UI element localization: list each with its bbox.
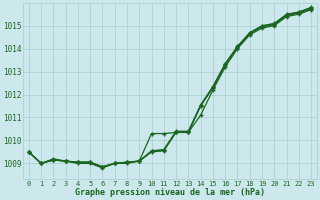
X-axis label: Graphe pression niveau de la mer (hPa): Graphe pression niveau de la mer (hPa) [75, 188, 265, 197]
